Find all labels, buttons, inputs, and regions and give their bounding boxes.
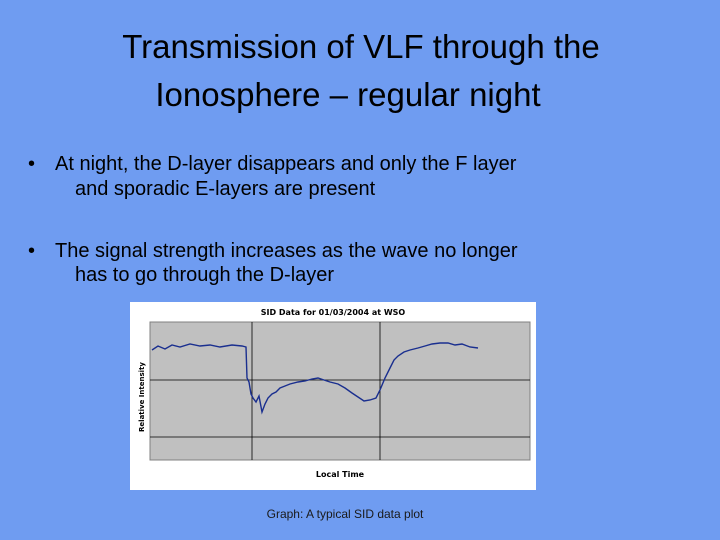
signal-line xyxy=(151,342,479,415)
figure: SID Data for 01/03/2004 at WSO Relative … xyxy=(130,302,536,490)
bullet-text: The signal strength increases as the wav… xyxy=(55,240,518,262)
caption: Graph: A typical SID data plot xyxy=(267,507,424,521)
bullet-text: and sporadic E-layers are present xyxy=(75,178,376,200)
bullet-text: At night, the D-layer disappears and onl… xyxy=(55,153,517,175)
x-axis-label: Local Time xyxy=(316,470,365,479)
bullet-dot: • xyxy=(28,240,35,262)
bullet-dot: • xyxy=(28,153,35,175)
bullet-text: has to go through the D-layer xyxy=(75,264,334,286)
figure-title: SID Data for 01/03/2004 at WSO xyxy=(261,308,406,317)
title-line: Transmission of VLF through the xyxy=(122,28,600,65)
title-line: Ionosphere – regular night xyxy=(155,76,540,113)
y-axis-label: Relative Intensity xyxy=(138,362,146,432)
plot-area xyxy=(149,321,531,461)
